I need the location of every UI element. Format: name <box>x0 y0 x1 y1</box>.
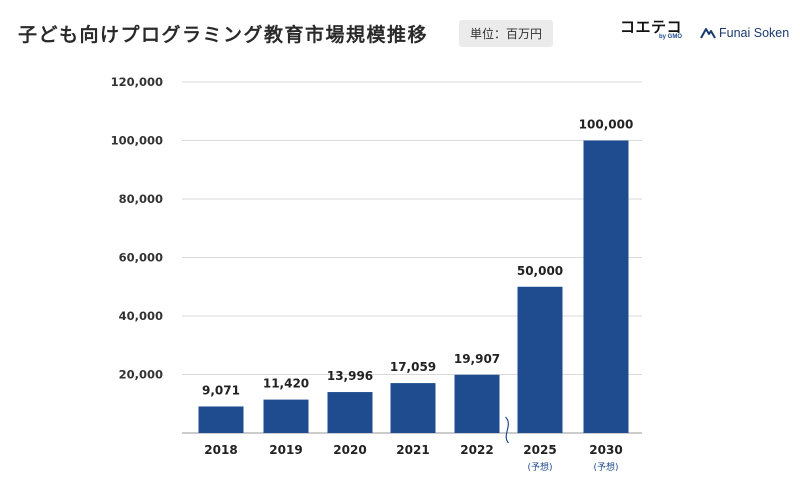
x-tick-label: 2019 <box>269 443 302 457</box>
forecast-note: (予想) <box>593 461 618 473</box>
x-tick-label: 2025 <box>523 443 556 457</box>
x-tick-label: 2020 <box>333 443 366 457</box>
data-label: 11,420 <box>263 377 309 391</box>
x-tick-label: 2022 <box>460 443 493 457</box>
funai-soken-logo: Funai Soken <box>700 24 789 42</box>
x-tick-label: 2018 <box>204 443 237 457</box>
coeteco-logo-text: コエテコ <box>620 18 683 36</box>
y-tick-label: 20,000 <box>119 368 163 382</box>
axis-break-mark <box>505 416 509 444</box>
x-tick-label: 2030 <box>589 443 622 457</box>
funai-soken-logo-text: Funai Soken <box>719 26 790 40</box>
bar <box>263 399 309 433</box>
coeteco-logo-sub: by GMO <box>658 34 682 40</box>
y-tick-label: 80,000 <box>119 192 163 206</box>
data-label: 17,059 <box>390 360 436 374</box>
data-label: 50,000 <box>517 264 563 278</box>
y-tick-label: 120,000 <box>111 75 163 89</box>
bar <box>327 392 373 433</box>
x-tick-label: 2021 <box>396 443 429 457</box>
bar <box>517 286 563 433</box>
bar <box>583 140 629 433</box>
coeteco-logo: コエテコ by GMO <box>620 18 682 46</box>
data-label: 100,000 <box>579 118 634 132</box>
y-tick-label: 40,000 <box>119 309 163 323</box>
forecast-note: (予想) <box>527 461 552 473</box>
y-tick-label: 100,000 <box>111 134 163 148</box>
bar <box>198 406 244 433</box>
data-label: 13,996 <box>327 369 373 383</box>
y-tick-label: 60,000 <box>119 251 163 265</box>
data-label: 19,907 <box>454 352 500 366</box>
bar <box>390 383 436 433</box>
data-label: 9,071 <box>202 383 240 397</box>
chart-title: 子ども向けプログラミング教育市場規模推移 <box>18 24 429 46</box>
unit-badge: 単位：百万円 <box>459 20 554 47</box>
funai-mark-icon <box>700 28 716 39</box>
bar <box>454 374 500 433</box>
